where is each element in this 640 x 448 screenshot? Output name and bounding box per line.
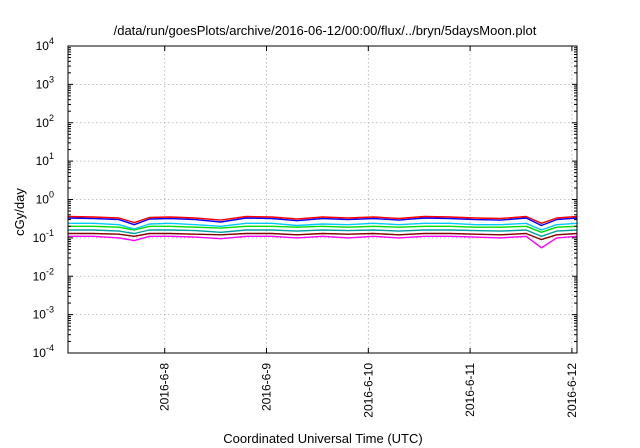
x-tick-label: 2016-6-10: [361, 363, 375, 418]
x-tick-label: 2016-6-8: [158, 363, 172, 411]
y-tick-label: 101: [36, 151, 54, 168]
y-tick-label: 10-4: [33, 343, 54, 360]
series-line: [68, 222, 578, 231]
y-tick-label: 104: [36, 36, 54, 53]
series-line: [67, 215, 578, 224]
x-tick-label: 2016-6-12: [565, 363, 579, 418]
series-line: [68, 225, 578, 233]
y-tick-label: 103: [36, 74, 54, 91]
series-line: [67, 217, 578, 227]
y-tick-label: 100: [36, 190, 54, 207]
x-axis-label: Coordinated Universal Time (UTC): [223, 431, 422, 446]
y-tick-label: 102: [36, 113, 54, 130]
x-tick-label: 2016-6-9: [260, 363, 274, 411]
chart-title: /data/run/goesPlots/archive/2016-06-12/0…: [114, 23, 537, 38]
series-line: [68, 229, 578, 237]
y-tick-label: 10-1: [33, 228, 54, 245]
x-axis: 2016-6-8 2016-6-9 2016-6-10 2016-6-11 2016-6…: [158, 46, 579, 418]
y-axis: 10-4 10-3 10-2 10-1 100 101 102 103 104: [33, 36, 577, 360]
y-axis-label: cGy/day: [12, 188, 27, 236]
series-line: [68, 235, 578, 249]
y-tick-label: 10-2: [33, 266, 54, 283]
y-tick-label: 10-3: [33, 305, 54, 322]
x-tick-label: 2016-6-11: [463, 363, 477, 417]
grid: [68, 46, 577, 353]
series-line: [68, 232, 578, 241]
series-group: [67, 215, 578, 249]
